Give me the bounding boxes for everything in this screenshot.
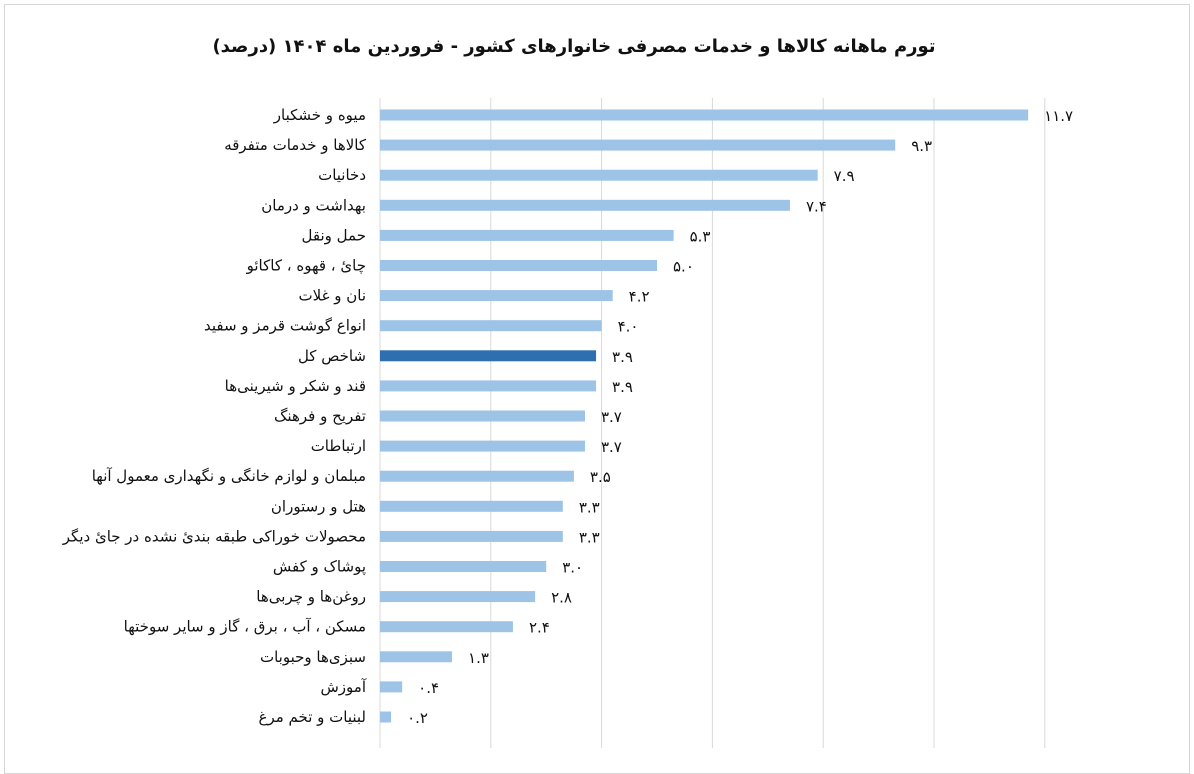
category-label: مبلمان و لوازم خانگی و نگهداری معمول آنه… (92, 467, 366, 485)
category-label: دخانیات (318, 166, 366, 184)
value-label: ۳.۹ (612, 348, 633, 366)
value-label: ۳.۵ (590, 468, 611, 486)
value-label: ۴.۰ (618, 318, 639, 336)
value-label: ۹.۳ (911, 137, 932, 155)
category-label: ارتباطات (311, 437, 366, 455)
bar (380, 440, 585, 452)
category-label: انواع گوشت قرمز و سفید (204, 317, 366, 335)
bar (380, 199, 790, 211)
category-label: چائ ، قهوه ، کاکائو (246, 257, 366, 275)
bar (380, 229, 674, 241)
value-label: ۲.۴ (529, 619, 550, 637)
value-label: ۳.۷ (601, 438, 622, 456)
value-label: ۳.۹ (612, 378, 633, 396)
category-label: نان و غلات (299, 287, 366, 305)
value-label: ۵.۰ (673, 258, 694, 276)
bar (380, 410, 585, 422)
category-label: مسکن ، آب ، برق ، گاز و سایر سوختها (124, 618, 366, 636)
bar (380, 320, 602, 332)
value-label: ۰.۲ (407, 709, 428, 727)
value-label: ۵.۳ (690, 227, 711, 245)
value-label: ۱.۳ (468, 649, 489, 667)
bar (380, 500, 563, 512)
category-label: پوشاک و کفش (273, 558, 366, 577)
category-label: قند و شکر و شیرینی‌ها (225, 377, 366, 395)
category-label: حمل ونقل (302, 226, 366, 244)
bar (380, 651, 453, 663)
value-label: ۲.۸ (551, 589, 572, 607)
category-label: بهداشت و درمان (261, 196, 366, 214)
category-label: لبنیات و تخم مرغ (259, 708, 367, 726)
bar (380, 530, 563, 542)
category-label: سبزی‌ها وحبوبات (260, 648, 366, 666)
bar (380, 621, 513, 633)
value-label: ۷.۴ (806, 197, 827, 215)
value-labels: ۱۱.۷ ۹.۳ ۷.۹ ۷.۴ ۵.۳ ۵.۰ ۴.۲ ۴.۰ ۳.۹ ۳.۹ ۳.۷ ۳.۷ ۳.۵… (407, 107, 1073, 727)
value-label: ۳.۳ (579, 498, 600, 516)
category-label: تفریح و فرهنگ (274, 407, 366, 425)
bar (380, 591, 536, 603)
bar (380, 561, 547, 572)
bar (380, 109, 1029, 121)
category-labels: میوه و خشکبار کالاها و خدمات متفرقه دخانیا… (62, 106, 367, 726)
category-label: میوه و خشکبار (273, 106, 366, 124)
bar (380, 290, 613, 302)
bar (380, 169, 818, 181)
value-label: ۱۱.۷ (1044, 107, 1073, 125)
bar (380, 380, 597, 392)
category-label: کالاها و خدمات متفرقه (224, 136, 367, 154)
bar (380, 681, 403, 693)
chart-frame (4, 4, 1190, 774)
chart-title: تورم ماهانه کالاها و خدمات مصرفی خانواره… (212, 36, 935, 57)
bar (380, 139, 896, 151)
category-label: محصولات خوراکی طبقه بندیٔ نشده در جائ دی… (62, 527, 366, 545)
value-label: ۳.۳ (579, 528, 600, 546)
value-label: ۳.۰ (562, 559, 583, 577)
bar (380, 711, 392, 723)
bar (380, 350, 597, 362)
category-label: آموزش (320, 678, 366, 696)
value-label: ۳.۷ (601, 408, 622, 426)
category-label: شاخص کل (298, 347, 366, 365)
bar (380, 260, 657, 271)
bars (380, 109, 1029, 723)
value-label: ۴.۲ (629, 288, 650, 306)
category-label: روغن‌ها و چربی‌ها (256, 588, 366, 606)
bar (380, 470, 574, 482)
value-label: ۷.۹ (834, 167, 855, 185)
category-label: هتل و رستوران (271, 497, 366, 515)
value-label: ۰.۴ (418, 679, 439, 697)
